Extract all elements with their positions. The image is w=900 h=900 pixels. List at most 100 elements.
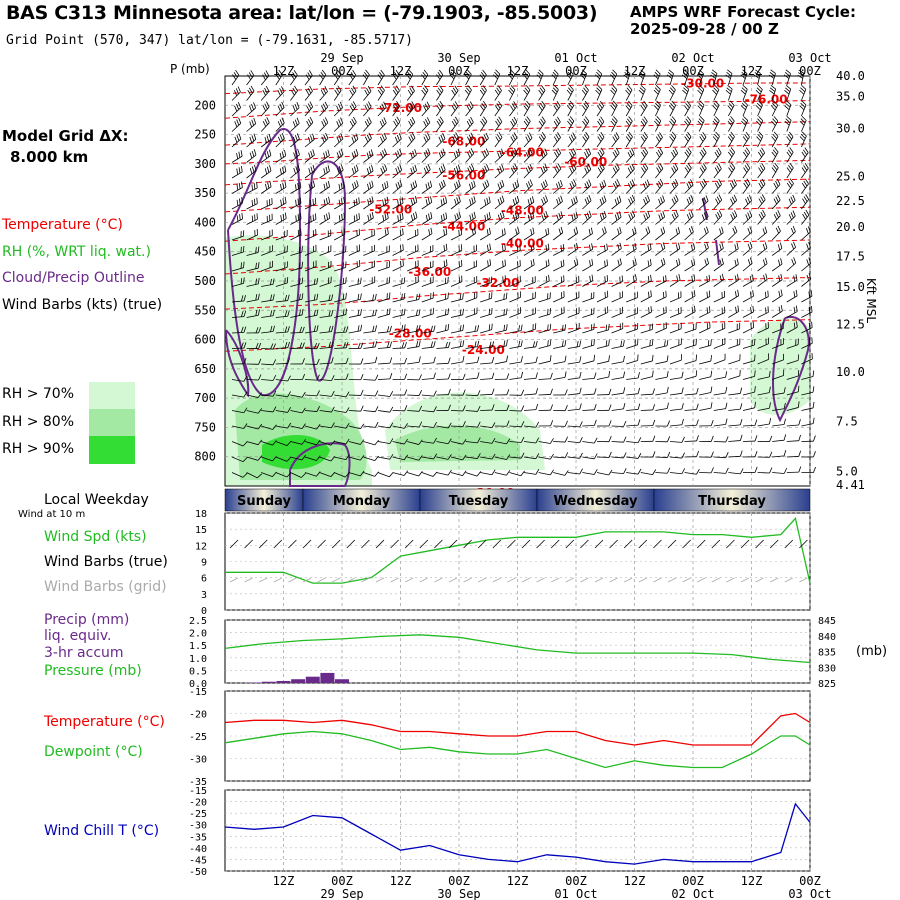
grid-wind-barb [375,577,385,583]
wind-barb [611,178,620,194]
wind-barb [261,245,273,256]
wind-barb [348,260,361,272]
wind-barb [421,117,431,132]
wind-barb [231,245,245,256]
temp-contour-9 [224,319,811,352]
wind-barb [406,149,417,163]
wind-barb [727,147,736,163]
wind-barb [261,229,273,241]
kft-tick-9: 10.0 [836,365,865,379]
wind-barb [728,289,740,303]
wind-barb [494,373,510,380]
wind-barb [655,163,664,179]
wind-barb [348,101,357,117]
pressure-tick-600: 600 [194,333,216,347]
wind-barb [246,293,260,303]
wind-barb [392,405,408,412]
wind-barb [725,84,733,101]
chill-ytick-0: -15 [189,786,207,797]
wind-barb [392,116,401,132]
grid-wind-barb [419,577,428,583]
wind-barb [610,85,618,101]
wind-barb [538,100,546,117]
wind-barb [246,246,260,256]
wind-barb [377,472,394,478]
true-wind-barb [638,539,648,549]
wind-barb [640,354,654,365]
wind-barb [611,147,620,163]
wind-barb [261,198,273,210]
grid-wind-barb [259,577,268,583]
wind-barb [697,69,705,86]
wind-barb [523,323,537,334]
wind-barb [406,69,414,86]
wind-barb [275,245,288,256]
wind-barb [757,467,773,474]
wind-barb [334,212,346,225]
wind-barb [480,388,495,396]
wind-barb [682,69,689,86]
wind-barb [567,322,580,334]
temp-contour-label-2: -64.00 [501,146,544,160]
wind-barb [728,225,738,241]
wind-barb [275,196,287,210]
wind-barb [567,242,579,256]
wind-barb [421,356,436,365]
wind-barb [480,259,492,272]
wind-barb [246,181,258,194]
wind-barb [538,420,554,427]
wind-barb [334,391,350,398]
grid-wind-barb [682,577,691,583]
true-wind-barb [580,539,589,549]
wind-barb [567,116,575,132]
wind-barb [319,406,335,413]
wind-barb [786,434,801,442]
wind-barb [465,471,482,477]
wind-barb [582,227,593,241]
wind-barb [363,325,377,334]
wind-barb [319,101,329,117]
temp-contour-label-11: -30.00 [681,77,724,91]
wind-barb [319,85,328,101]
wind-barb [552,226,564,241]
wind-barb [553,324,567,334]
wind-barb [494,85,502,101]
wind-barb [610,69,618,86]
grid-wind-barb [507,577,516,583]
wind-barb [290,407,306,414]
wind-barb [596,132,605,148]
wind-barb [625,179,635,194]
wind-barb [450,244,463,256]
wind-barb [523,258,535,272]
wind-barb [596,290,609,303]
wind-barb [625,194,636,210]
wind-barb [334,373,349,380]
wind-barb [436,308,449,318]
wind-barb [509,452,525,459]
wind-barb [261,213,273,225]
wind-barb [611,468,627,475]
wind-barb [261,359,277,366]
wind-barb [231,261,245,272]
wind-barb [246,277,260,287]
wind-barb [772,418,786,427]
wind-barb [304,358,320,365]
wind-barb [538,274,550,287]
chill-ytick-6: -45 [189,855,207,866]
wind-barb [801,401,815,411]
wind-barb [465,180,476,194]
wind-barb [567,452,583,459]
wind-barb [786,338,799,349]
wind-barb [784,100,792,117]
wind-barb [246,133,257,148]
wind-barb [450,211,461,225]
wind-barb [509,132,518,148]
wind-barb [728,179,737,194]
wind-barb [319,132,329,148]
wind-barb [334,228,346,241]
wind-barb [786,147,794,163]
wind-barb [713,322,726,334]
wind-barb [771,210,781,225]
wind-barb [626,323,639,334]
wind-barb [538,339,552,349]
